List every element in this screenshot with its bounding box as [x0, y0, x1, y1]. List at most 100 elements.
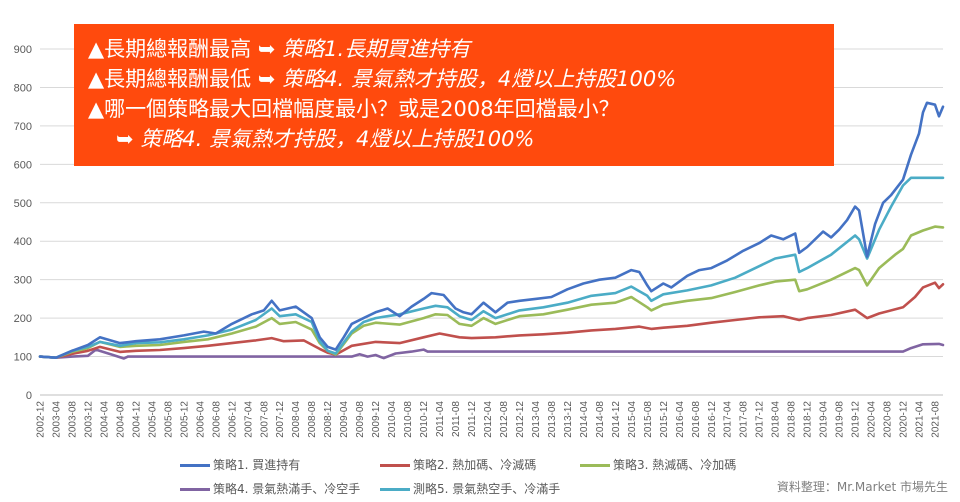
- y-axis-ticks: 0 100 200 300 400 500 600 700 800 900: [14, 44, 32, 402]
- x-tick-label: 2005-12: [179, 401, 190, 438]
- x-tick-label: 2006-04: [195, 401, 206, 438]
- highlight-banner: ▲長期總報酬最高 ➥ 策略1.長期買進持有 ▲長期總報酬最低 ➥ 策略4. 景氣…: [74, 24, 834, 166]
- x-tick-label: 2017-12: [755, 401, 766, 438]
- x-axis-ticks: 2002-12 2003-04 2003-08 2003-12 2004-04 2004-…: [36, 401, 942, 438]
- x-tick-label: 2009-12: [371, 401, 382, 438]
- x-tick-label: 2021-08: [931, 401, 942, 438]
- series-line-4: [38, 342, 945, 360]
- banner-line-4-arrow: ➥: [116, 127, 141, 151]
- banner-line-4-highlight: 策略4. 景氣熱才持股，4燈以上持股100%: [140, 127, 535, 151]
- x-tick-label: 2011-12: [467, 401, 478, 437]
- series-line-5: [38, 176, 945, 360]
- x-tick-label: 2012-12: [515, 401, 526, 438]
- banner-line-2-highlight: 策略4. 景氣熱才持股，4燈以上持股100%: [282, 67, 677, 91]
- x-tick-label: 2017-04: [723, 401, 734, 438]
- banner-line-1: ▲長期總報酬最高 ➥ 策略1.長期買進持有: [88, 34, 820, 64]
- x-tick-label: 2020-04: [867, 401, 878, 438]
- x-tick-label: 2007-04: [243, 401, 254, 438]
- x-tick-label: 2006-08: [211, 401, 222, 438]
- banner-line-1-highlight: 策略1.長期買進持有: [282, 37, 471, 61]
- x-tick-label: 2004-12: [131, 401, 142, 438]
- banner-line-2-lead: ▲長期總報酬最低 ➥: [88, 67, 283, 91]
- banner-line-2: ▲長期總報酬最低 ➥ 策略4. 景氣熱才持股，4燈以上持股100%: [88, 64, 820, 94]
- banner-line-4: ➥ 策略4. 景氣熱才持股，4燈以上持股100%: [88, 124, 820, 154]
- x-tick-label: 2009-08: [355, 401, 366, 438]
- y-tick-label: 200: [14, 313, 32, 325]
- legend-swatch-5: [380, 488, 410, 491]
- y-tick-label: 300: [14, 275, 32, 287]
- y-tick-label: 0: [26, 390, 32, 402]
- legend-label-2: 策略2. 熱加碼、冷減碼: [413, 458, 537, 472]
- x-tick-label: 2016-04: [675, 401, 686, 438]
- x-tick-label: 2004-04: [99, 401, 110, 438]
- x-tick-label: 2003-12: [83, 401, 94, 438]
- x-tick-label: 2007-08: [259, 401, 270, 438]
- x-tick-label: 2019-04: [819, 401, 830, 438]
- legend-swatch-3: [580, 464, 610, 467]
- x-tick-label: 2018-12: [803, 401, 814, 438]
- y-tick-label: 500: [14, 198, 32, 210]
- x-tick-label: 2018-08: [787, 401, 798, 438]
- x-tick-label: 2005-04: [147, 401, 158, 438]
- x-tick-label: 2008-08: [307, 401, 318, 438]
- x-tick-label: 2010-12: [419, 401, 430, 438]
- legend-label-4: 策略4. 景氣熱滿手、冷空手: [213, 482, 361, 496]
- x-tick-label: 2009-04: [339, 401, 350, 438]
- x-tick-label: 2016-08: [691, 401, 702, 438]
- legend-item-5: 測略5. 景氣熱空手、冷滿手: [380, 480, 560, 497]
- x-tick-label: 2003-08: [67, 401, 78, 438]
- banner-line-3: ▲哪一個策略最大回檔幅度最小？或是2008年回檔最小？: [88, 97, 620, 121]
- legend-item-3: 策略3. 熱減碼、冷加碼: [580, 456, 736, 473]
- legend-label-3: 策略3. 熱減碼、冷加碼: [613, 458, 737, 472]
- legend-item-1: 策略1. 買進持有: [180, 456, 300, 473]
- y-tick-label: 400: [14, 236, 32, 248]
- x-tick-label: 2020-08: [883, 401, 894, 438]
- legend-label-5: 測略5. 景氣熱空手、冷滿手: [413, 482, 561, 496]
- x-tick-label: 2011-04: [435, 401, 446, 437]
- x-tick-label: 2002-12: [36, 401, 47, 438]
- x-tick-label: 2007-12: [275, 401, 286, 438]
- x-tick-label: 2016-12: [707, 401, 718, 438]
- x-tick-label: 2012-04: [483, 401, 494, 438]
- x-tick-label: 2018-04: [771, 401, 782, 438]
- y-tick-label: 100: [14, 352, 32, 364]
- x-tick-label: 2020-12: [899, 401, 910, 438]
- x-tick-label: 2019-08: [835, 401, 846, 438]
- x-tick-label: 2014-04: [579, 401, 590, 438]
- x-tick-label: 2011-08: [451, 401, 462, 437]
- series-line-3: [38, 225, 945, 360]
- y-tick-label: 800: [14, 82, 32, 94]
- x-tick-label: 2006-12: [227, 401, 238, 438]
- y-tick-label: 900: [14, 44, 32, 56]
- x-tick-label: 2010-04: [387, 401, 398, 438]
- x-tick-label: 2010-08: [403, 401, 414, 438]
- y-tick-label: 600: [14, 159, 32, 171]
- legend-label-1: 策略1. 買進持有: [213, 458, 301, 472]
- x-tick-label: 2021-04: [915, 401, 926, 438]
- source-credit: 資料整理：Mr.Market 市場先生: [776, 480, 948, 494]
- x-tick-label: 2005-08: [163, 401, 174, 438]
- x-tick-label: 2008-12: [323, 401, 334, 438]
- x-tick-label: 2015-12: [659, 401, 670, 438]
- legend-swatch-2: [380, 464, 410, 467]
- x-tick-label: 2015-04: [627, 401, 638, 438]
- x-tick-label: 2012-08: [499, 401, 510, 438]
- x-tick-label: 2013-04: [531, 401, 542, 438]
- x-tick-label: 2004-08: [115, 401, 126, 438]
- legend-item-4: 策略4. 景氣熱滿手、冷空手: [180, 480, 360, 497]
- legend-swatch-1: [180, 464, 210, 467]
- series-lines: [38, 101, 945, 360]
- x-tick-label: 2019-12: [851, 401, 862, 438]
- y-tick-label: 700: [14, 121, 32, 133]
- x-tick-label: 2003-04: [51, 401, 62, 438]
- series-line-2: [38, 281, 945, 360]
- legend-item-2: 策略2. 熱加碼、冷減碼: [380, 456, 536, 473]
- x-tick-label: 2013-12: [563, 401, 574, 438]
- legend-swatch-4: [180, 488, 210, 491]
- banner-line-1-lead: ▲長期總報酬最高 ➥: [88, 37, 283, 61]
- x-tick-label: 2014-08: [595, 401, 606, 438]
- x-tick-label: 2013-08: [547, 401, 558, 438]
- x-tick-label: 2008-04: [291, 401, 302, 438]
- x-tick-label: 2017-08: [739, 401, 750, 438]
